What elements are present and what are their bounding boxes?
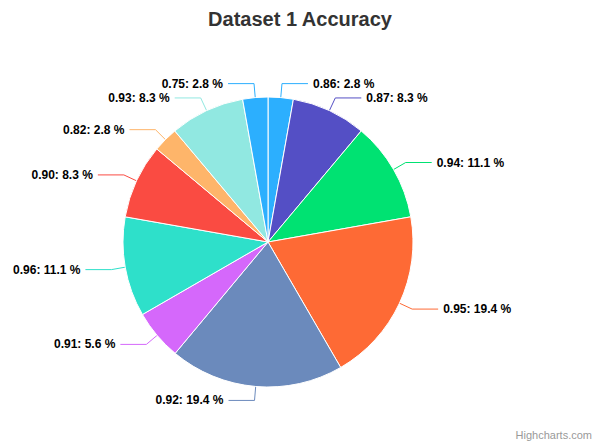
svg-text:0.93: 8.3 %: 0.93: 8.3 % [108,91,170,105]
svg-text:0.95: 19.4 %: 0.95: 19.4 % [443,302,511,316]
svg-text:Dataset 1 Accuracy: Dataset 1 Accuracy [208,8,393,30]
svg-text:Highcharts.com: Highcharts.com [516,429,592,441]
svg-text:0.86: 2.8 %: 0.86: 2.8 % [313,77,375,91]
svg-text:0.87: 8.3 %: 0.87: 8.3 % [366,91,428,105]
svg-text:0.75: 2.8 %: 0.75: 2.8 % [162,77,224,91]
svg-text:0.91: 5.6 %: 0.91: 5.6 % [54,337,116,351]
svg-text:0.82: 2.8 %: 0.82: 2.8 % [63,123,125,137]
svg-text:0.94: 11.1 %: 0.94: 11.1 % [437,156,505,170]
svg-text:0.96: 11.1 %: 0.96: 11.1 % [13,263,81,277]
svg-text:0.92: 19.4 %: 0.92: 19.4 % [155,393,223,407]
svg-text:0.90: 8.3 %: 0.90: 8.3 % [31,168,93,182]
